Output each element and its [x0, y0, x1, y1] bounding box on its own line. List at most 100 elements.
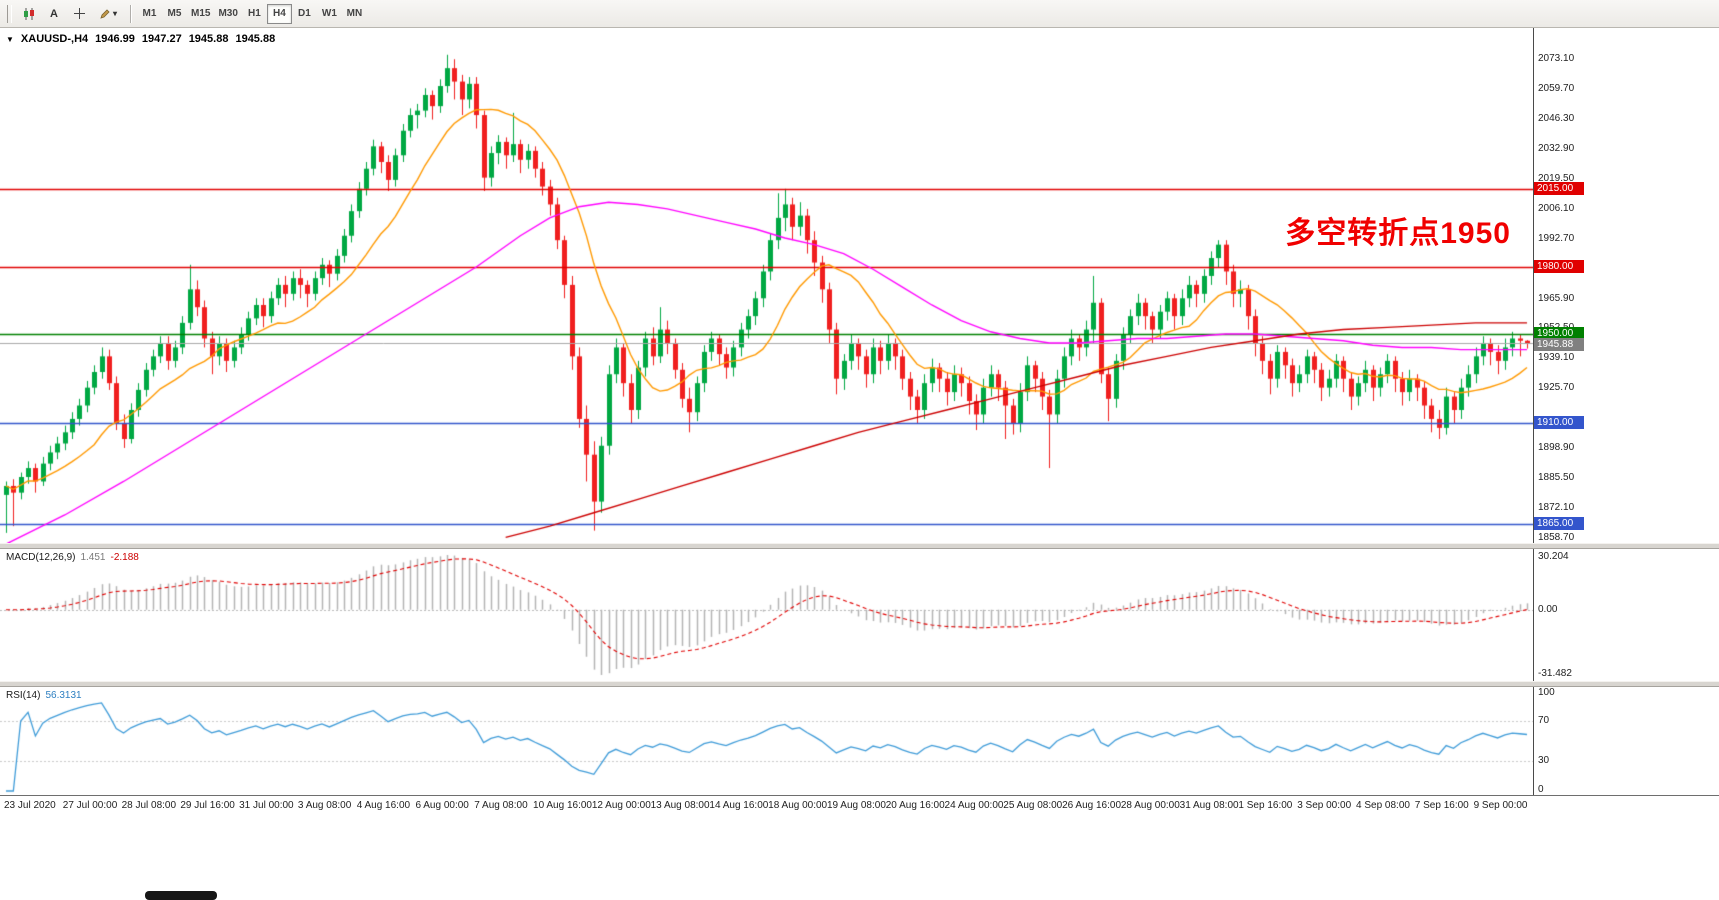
ohlc-open: 1946.99 — [95, 33, 135, 45]
time-tick-label: 3 Sep 00:00 — [1297, 800, 1352, 811]
price-level-label: 1910.00 — [1534, 416, 1584, 430]
macd-canvas[interactable] — [0, 549, 1533, 681]
time-tick-label: 6 Aug 00:00 — [415, 800, 469, 811]
time-tick-label: 31 Aug 08:00 — [1179, 800, 1239, 811]
panel-splitter[interactable] — [0, 543, 1719, 549]
time-tick-label: 26 Aug 16:00 — [1062, 800, 1122, 811]
time-tick-label: 4 Sep 08:00 — [1356, 800, 1410, 811]
time-tick-label: 4 Aug 16:00 — [356, 800, 411, 811]
price-tick: 1872.10 — [1538, 502, 1575, 514]
timeframe-button-m30[interactable]: M30 — [214, 4, 241, 24]
symbol-label: XAUUSD-,H4 — [20, 33, 89, 45]
macd-panel[interactable]: MACD(12,26,9) 1.451 -2.188 — [0, 549, 1533, 681]
time-tick-label: 23 Jul 2020 — [4, 800, 56, 811]
toolbar-separator — [130, 4, 131, 23]
main-chart[interactable]: ▼ XAUUSD-,H4 1946.99 1947.27 1945.88 194… — [0, 28, 1533, 543]
time-tick-label: 12 Aug 00:00 — [591, 800, 651, 811]
price-tick: 2006.10 — [1538, 202, 1575, 214]
timeframe-button-d1[interactable]: D1 — [292, 4, 317, 24]
macd-axis-min: -31.482 — [1538, 668, 1572, 679]
price-level-label: 1980.00 — [1534, 260, 1584, 273]
price-tick: 1939.10 — [1538, 352, 1575, 364]
caret-down-icon: ▾ — [112, 9, 117, 18]
timeframe-button-h1[interactable]: H1 — [242, 4, 267, 24]
price-level-label: 1865.00 — [1534, 516, 1584, 530]
ohlc-high: 1947.27 — [141, 33, 182, 45]
price-tick: 1898.90 — [1538, 442, 1575, 454]
rsi-axis-0: 0 — [1538, 784, 1544, 795]
time-tick-label: 28 Jul 08:00 — [121, 800, 177, 811]
price-tick: 1858.70 — [1538, 532, 1575, 543]
time-tick-label: 31 Jul 00:00 — [239, 800, 294, 811]
time-tick-label: 7 Aug 08:00 — [474, 800, 528, 811]
time-tick-label: 18 Aug 00:00 — [768, 800, 828, 811]
time-tick-label: 27 Jul 00:00 — [62, 800, 118, 811]
price-tick: 2032.90 — [1538, 142, 1575, 154]
panel-splitter[interactable] — [0, 681, 1719, 687]
chart-type-icon-button[interactable] — [17, 3, 41, 25]
cursor-button-label: A — [50, 7, 58, 20]
time-tick-label: 24 Aug 00:00 — [944, 800, 1004, 811]
time-tick-label: 14 Aug 16:00 — [709, 800, 769, 811]
time-tick-label: 13 Aug 08:00 — [650, 800, 710, 811]
price-tick: 2019.50 — [1538, 172, 1575, 184]
price-tick: 1965.90 — [1538, 292, 1575, 304]
draw-tools-button[interactable]: ▾ — [92, 3, 124, 25]
time-tick-label: 10 Aug 16:00 — [533, 800, 592, 811]
price-tick: 1925.70 — [1538, 382, 1575, 394]
macd-axis-zero: 0.00 — [1538, 603, 1558, 615]
price-axis-separator — [1533, 28, 1534, 795]
rsi-axis-30: 30 — [1538, 755, 1550, 766]
crosshair-icon — [73, 8, 85, 19]
time-axis[interactable]: 23 Jul 2020 27 Jul 00:00 28 Jul 08:00 29 Ju… — [0, 795, 1719, 815]
ohlc-close: 1945.88 — [235, 33, 276, 45]
window-footer — [0, 815, 1719, 900]
macd-signal-value: -2.188 — [110, 552, 139, 563]
time-tick-label: 3 Aug 08:00 — [297, 800, 352, 811]
timeframe-button-m1[interactable]: M1 — [137, 4, 162, 24]
time-tick-label: 25 Aug 08:00 — [1003, 800, 1063, 811]
price-level-label: 1950.00 — [1534, 327, 1584, 341]
time-tick-label: 9 Sep 00:00 — [1473, 800, 1528, 811]
rsi-axis-70: 70 — [1538, 715, 1550, 726]
price-tick: 2046.30 — [1538, 112, 1575, 124]
macd-name: MACD(12,26,9) — [6, 552, 76, 563]
ohlc-low: 1945.88 — [188, 33, 229, 45]
collapse-icon[interactable]: ▼ — [6, 34, 14, 44]
rsi-label: RSI(14) 56.3131 — [6, 690, 82, 701]
time-tick-label: 7 Sep 16:00 — [1414, 800, 1469, 811]
time-tick-label: 1 Sep 16:00 — [1238, 800, 1293, 811]
current-price-label: 1945.88 — [1534, 338, 1584, 352]
rsi-axis-100: 100 — [1538, 687, 1555, 698]
rsi-panel[interactable]: RSI(14) 56.3131 — [0, 687, 1533, 795]
timeframe-button-m15[interactable]: M15 — [187, 4, 214, 24]
price-level-label: 2015.00 — [1534, 181, 1584, 195]
timeframe-button-h4[interactable]: H4 — [266, 3, 292, 24]
price-tick: 1992.70 — [1538, 232, 1575, 244]
price-tick: 1885.50 — [1538, 472, 1575, 484]
candlestick-canvas[interactable] — [0, 28, 1533, 543]
price-tick: 2073.10 — [1538, 53, 1575, 64]
macd-main-value: 1.451 — [80, 552, 106, 563]
chart-annotation: 多空转折点1950 — [1285, 217, 1511, 250]
timeframe-button-mn[interactable]: MN — [342, 4, 367, 24]
candlestick-chart-icon — [24, 7, 34, 20]
cursor-button[interactable]: A — [42, 3, 66, 25]
timeframe-button-w1[interactable]: W1 — [317, 4, 342, 24]
timeframe-button-m5[interactable]: M5 — [162, 4, 187, 24]
macd-axis-max: 30.204 — [1538, 551, 1569, 562]
toolbar-grip[interactable] — [7, 4, 12, 23]
macd-label: MACD(12,26,9) 1.451 -2.188 — [6, 552, 139, 563]
taskbar-fragment[interactable] — [145, 891, 217, 900]
rsi-canvas[interactable] — [0, 687, 1533, 795]
rsi-name: RSI(14) — [6, 690, 41, 701]
pencil-icon — [100, 8, 110, 19]
time-tick-label: 19 Aug 08:00 — [826, 800, 886, 811]
crosshair-button[interactable] — [67, 3, 91, 25]
rsi-value: 56.3131 — [45, 690, 82, 701]
price-axis[interactable]: 2073.10 2059.70 2046.30 2032.90 2019.50 2006.… — [1534, 28, 1718, 795]
time-tick-label: 29 Jul 16:00 — [180, 800, 235, 811]
price-tick: 2059.70 — [1538, 82, 1575, 94]
timeframe-group: M1 M5 M15 M30 H1 H4 D1 W1 MN — [137, 3, 367, 24]
